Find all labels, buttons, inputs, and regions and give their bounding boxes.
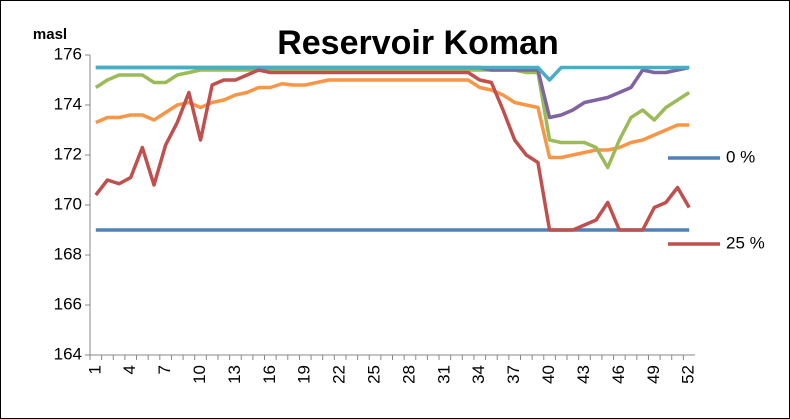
y-tick-label: 164 [54, 344, 82, 363]
series-line [95, 65, 690, 82]
x-tick-label: 52 [679, 365, 698, 384]
y-tick-label: 166 [54, 294, 82, 313]
legend-label: 25 % [726, 233, 765, 252]
x-tick-label: 37 [504, 365, 523, 384]
x-tick-label: 43 [574, 365, 593, 384]
y-tick-label: 176 [54, 44, 82, 63]
x-tick-label: 13 [225, 365, 244, 384]
y-tick-label: 168 [54, 244, 82, 263]
x-tick-label: 16 [260, 365, 279, 384]
chart-title: Reservoir Koman [277, 24, 559, 62]
y-tick-label: 170 [54, 194, 82, 213]
series-line [94, 68, 691, 170]
x-tick-label: 49 [644, 365, 663, 384]
legend-label: 0 % [726, 147, 755, 166]
x-tick-label: 4 [120, 365, 139, 374]
x-tick-label: 28 [399, 365, 418, 384]
x-tick-label: 25 [365, 365, 384, 384]
x-tick-label: 10 [190, 365, 209, 384]
series-line [94, 68, 691, 232]
series-line [95, 78, 690, 160]
x-tick-label: 7 [155, 365, 174, 374]
x-tick-label: 40 [539, 365, 558, 384]
x-tick-label: 31 [434, 365, 453, 384]
y-axis-label: masl [33, 26, 67, 43]
x-tick-label: 46 [609, 365, 628, 384]
x-tick-label: 22 [330, 365, 349, 384]
x-tick-label: 19 [295, 365, 314, 384]
x-tick-label: 34 [469, 365, 488, 384]
x-tick-label: 1 [85, 365, 104, 374]
y-tick-label: 174 [54, 94, 82, 113]
y-tick-label: 172 [54, 144, 82, 163]
